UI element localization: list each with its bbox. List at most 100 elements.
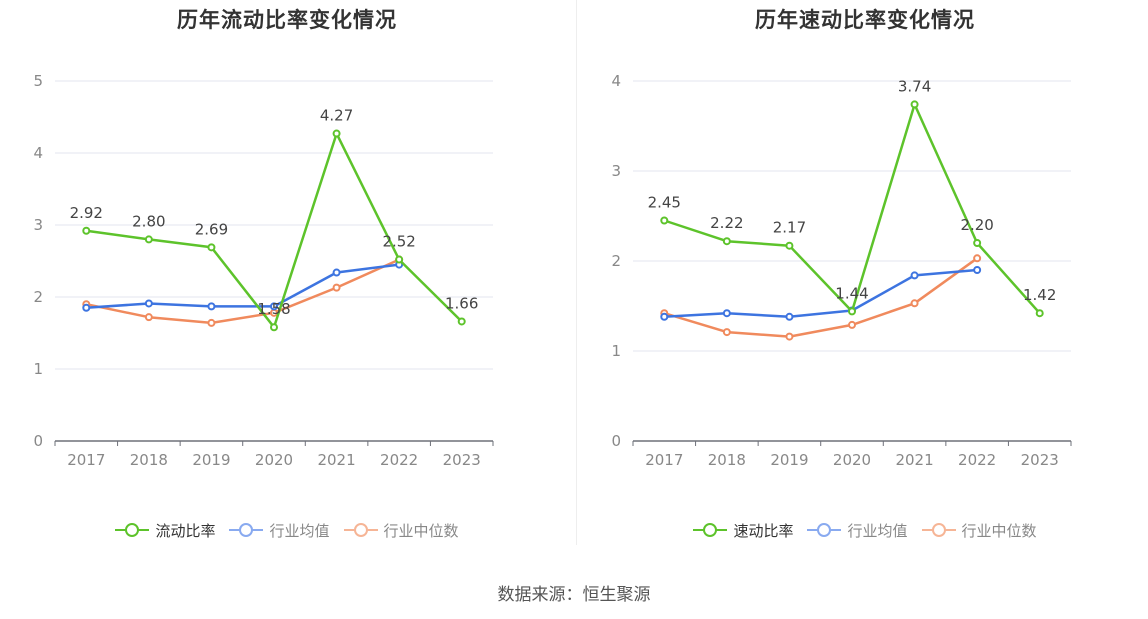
legend-marker-icon [343, 523, 378, 537]
chart-legend: 流动比率 行业均值 行业中位数 [0, 516, 574, 544]
legend-label: 行业中位数 [961, 521, 1037, 540]
x-tick-label: 2017 [645, 451, 683, 469]
data-label: 1.42 [1023, 286, 1056, 304]
data-label: 2.80 [132, 212, 165, 230]
data-label: 2.69 [195, 220, 228, 238]
legend-marker-icon [115, 523, 150, 537]
data-label: 1.66 [445, 294, 478, 312]
y-tick-label: 1 [611, 342, 621, 360]
x-tick-label: 2019 [192, 451, 230, 469]
legend-ring [239, 523, 254, 537]
chart-legend: 速动比率 行业均值 行业中位数 [578, 516, 1148, 544]
y-tick-label: 2 [33, 288, 43, 306]
data-point [144, 313, 153, 322]
data-point [457, 317, 466, 326]
y-tick-label: 2 [611, 252, 621, 270]
current-ratio-plot: 0 1 2 3 4 5 2017 2018 2019 2020 2021 2022 2023 2.92 2.… [33, 72, 494, 469]
legend-item[interactable]: 行业均值 [229, 520, 330, 541]
legend-item[interactable]: 行业中位数 [921, 520, 1037, 541]
series-line [664, 268, 978, 319]
data-source-note: 数据来源：恒生聚源 [497, 585, 651, 605]
data-label: 2.52 [382, 233, 415, 251]
x-tick-label: 2021 [317, 451, 355, 469]
legend-ring [353, 523, 368, 537]
y-tick-label: 3 [33, 216, 43, 234]
data-point [910, 299, 919, 308]
data-point [785, 312, 794, 321]
y-tick-label: 0 [33, 432, 43, 450]
legend-item[interactable]: 行业中位数 [343, 520, 459, 541]
legend-label: 行业中位数 [383, 521, 459, 540]
x-tick-label: 2019 [770, 451, 808, 469]
legend-item[interactable]: 流动比率 [115, 520, 215, 541]
legend-item[interactable]: 速动比率 [693, 520, 793, 541]
chart-title: 历年速动比率变化情况 [755, 8, 975, 32]
legend-marker-icon [921, 523, 956, 537]
y-tick-label: 4 [33, 144, 43, 162]
y-tick-label: 0 [611, 432, 621, 450]
data-point [332, 268, 341, 277]
data-point [910, 100, 919, 109]
data-label: 1.44 [835, 284, 868, 302]
data-point [82, 303, 91, 312]
legend-ring [817, 523, 832, 537]
legend-label: 速动比率 [733, 521, 794, 540]
current-ratio-chart: 历年流动比率变化情况 0 1 2 3 4 5 2017 2018 2019 2020 2021 202… [0, 0, 574, 560]
legend-ring [125, 523, 140, 537]
series-line [663, 257, 978, 338]
data-point [144, 235, 153, 244]
data-label: 3.74 [898, 77, 931, 95]
y-tick-label: 5 [33, 72, 43, 90]
x-tick-label: 2018 [130, 451, 168, 469]
legend-ring [703, 523, 718, 537]
chart-title: 历年流动比率变化情况 [177, 8, 397, 32]
y-tick-label: 1 [33, 360, 43, 378]
series-line [86, 258, 400, 325]
data-label: 1.58 [257, 300, 290, 318]
data-point [1035, 309, 1044, 318]
data-point [973, 239, 982, 247]
legend-marker-icon [693, 523, 728, 537]
data-point [785, 332, 794, 341]
data-point [395, 255, 404, 264]
data-label: 2.17 [773, 219, 806, 237]
legend-label: 行业均值 [847, 521, 908, 540]
data-point [660, 312, 669, 321]
legend-ring [931, 523, 946, 537]
quick-ratio-plot: 0 1 2 3 4 2017 2018 2019 2020 2021 2022 2023 2.45 2.2… [611, 72, 1072, 469]
data-point [785, 241, 794, 250]
data-point [973, 266, 982, 274]
data-point [722, 328, 731, 337]
data-point [207, 318, 216, 327]
data-point [207, 302, 216, 311]
x-tick-label: 2020 [255, 451, 293, 469]
legend-item[interactable]: 行业均值 [807, 520, 908, 541]
panel-divider [576, 0, 577, 545]
x-tick-label: 2020 [833, 451, 871, 469]
data-label: 2.20 [960, 216, 993, 234]
legend-marker-icon [229, 523, 264, 537]
legend-label: 流动比率 [155, 521, 216, 540]
data-point [82, 226, 91, 235]
data-label: 2.45 [648, 194, 681, 212]
data-point [332, 283, 341, 292]
x-tick-label: 2018 [708, 451, 746, 469]
data-label: 2.92 [70, 204, 103, 222]
data-point [270, 323, 278, 332]
data-point [848, 307, 856, 316]
data-point [660, 216, 669, 225]
data-point [332, 129, 341, 138]
x-tick-label: 2023 [1021, 451, 1059, 469]
data-point [848, 320, 856, 329]
data-point [722, 309, 731, 318]
legend-marker-icon [807, 523, 842, 537]
data-label: 4.27 [320, 107, 353, 125]
data-point [722, 237, 731, 246]
x-tick-label: 2022 [958, 451, 996, 469]
x-tick-label: 2017 [67, 451, 105, 469]
data-point [910, 271, 919, 280]
y-tick-label: 4 [611, 72, 621, 90]
series-line [86, 263, 400, 310]
legend-label: 行业均值 [269, 521, 330, 540]
series-line [663, 103, 1041, 315]
